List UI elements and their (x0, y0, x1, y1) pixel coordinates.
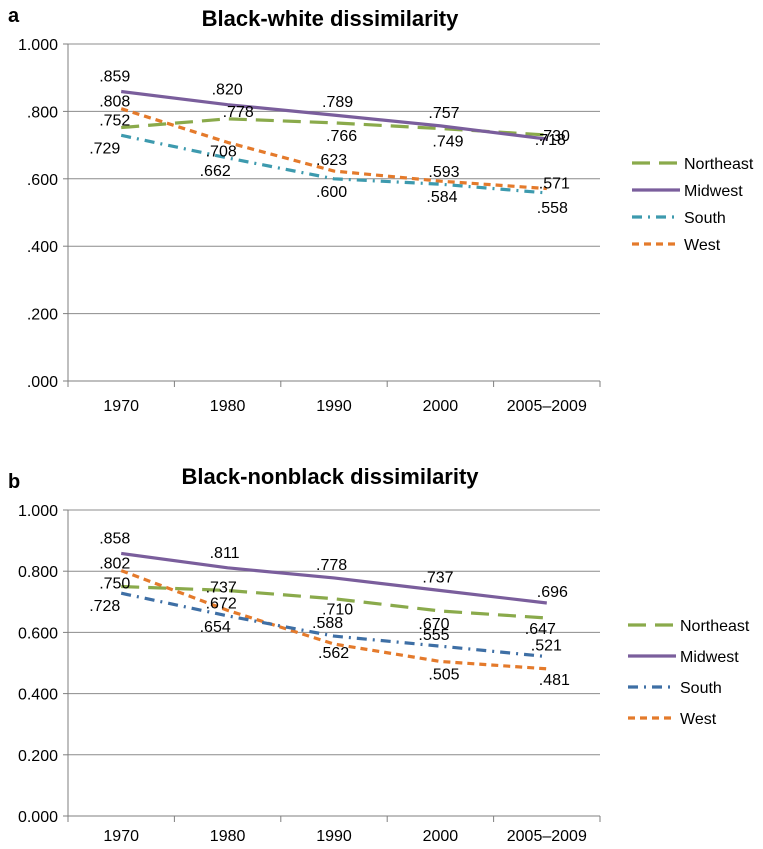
series-line-midwest (121, 89, 547, 141)
data-label-midwest: .696 (537, 584, 568, 601)
data-label-midwest: .778 (316, 557, 347, 574)
legend-label-south: South (684, 210, 726, 227)
data-label-south: .662 (200, 163, 231, 180)
data-label-northeast: .737 (206, 579, 237, 596)
chart-title: Black-white dissimilarity (202, 6, 460, 31)
data-label-south: .555 (418, 627, 449, 644)
data-label-northeast: .752 (99, 113, 130, 130)
data-label-south: .521 (531, 638, 562, 655)
data-label-west: .593 (428, 164, 459, 181)
data-label-northeast: .647 (525, 621, 556, 638)
y-tick-label: .600 (27, 172, 58, 189)
data-label-midwest: .789 (322, 94, 353, 111)
y-tick-label: 1.000 (18, 503, 58, 520)
series-line-west (120, 107, 547, 191)
data-label-northeast: .670 (418, 616, 449, 633)
y-tick-label: 1.000 (18, 37, 58, 54)
y-tick-label: .800 (27, 104, 58, 121)
data-label-south: .728 (89, 598, 120, 615)
data-label-midwest: .859 (99, 69, 130, 86)
x-tick-label: 1990 (316, 398, 352, 415)
chart-panel-b: b Black-nonblack dissimilarity 0.000 0.20… (8, 464, 750, 845)
legend-label-northeast: Northeast (680, 618, 750, 635)
data-label-west: .708 (206, 143, 237, 160)
data-label-south: .654 (200, 619, 231, 636)
data-label-midwest: .718 (535, 132, 566, 149)
legend-label-west: West (684, 237, 721, 254)
data-label-northeast: .710 (322, 602, 353, 619)
legend-label-northeast: Northeast (684, 156, 754, 173)
x-tick-label: 2005–2009 (507, 398, 587, 415)
data-label-west: .571 (539, 176, 570, 193)
data-label-midwest: .737 (422, 569, 453, 586)
y-tick-label: .200 (27, 307, 58, 324)
panel-letter: b (8, 471, 20, 493)
y-tick-label: 0.800 (18, 564, 58, 581)
y-tick-label: 0.200 (18, 748, 58, 765)
y-tick-label: 0.400 (18, 687, 58, 704)
data-label-south: .600 (316, 184, 347, 201)
data-label-west: .562 (318, 645, 349, 662)
data-label-northeast: .766 (326, 128, 357, 145)
x-tick-label: 1990 (316, 828, 352, 845)
data-label-northeast: .778 (223, 104, 254, 121)
x-tick-label: 1970 (103, 828, 139, 845)
legend-label-midwest: Midwest (680, 649, 739, 666)
y-tick-label: .000 (27, 374, 58, 391)
series-line-west (120, 569, 547, 671)
y-tick-label: 0.000 (18, 809, 58, 826)
data-label-west: .481 (539, 672, 570, 689)
legend-label-west: West (680, 711, 717, 728)
data-label-northeast: .730 (539, 128, 570, 145)
series-line-south (120, 591, 547, 659)
x-tick-label: 2005–2009 (507, 828, 587, 845)
y-tick-label: .400 (27, 239, 58, 256)
legend-label-south: South (680, 680, 722, 697)
data-label-west: .808 (99, 94, 130, 111)
data-label-west: .623 (316, 152, 347, 169)
panel-letter: a (8, 5, 20, 27)
series-line-midwest (120, 551, 547, 605)
x-tick-label: 2000 (423, 398, 459, 415)
data-label-midwest: .811 (210, 545, 240, 562)
data-label-northeast: .749 (432, 134, 463, 151)
data-label-south: .584 (426, 189, 457, 206)
x-tick-label: 1980 (210, 828, 246, 845)
data-label-south: .588 (312, 615, 343, 632)
series-line-northeast (121, 584, 547, 620)
y-tick-label: 0.600 (18, 625, 58, 642)
x-tick-label: 1980 (210, 398, 246, 415)
chart-title: Black-nonblack dissimilarity (181, 464, 479, 489)
chart-panel-a: a Black-white dissimilarity .000 .200 .400… (8, 5, 754, 415)
data-label-west: .802 (99, 556, 130, 573)
data-label-south: .558 (537, 200, 568, 217)
data-label-west: .672 (206, 595, 237, 612)
data-label-west: .505 (428, 666, 459, 683)
x-tick-label: 1970 (103, 398, 139, 415)
x-tick-label: 2000 (423, 828, 459, 845)
legend-label-midwest: Midwest (684, 183, 743, 200)
data-label-midwest: .858 (99, 530, 130, 547)
data-label-south: .729 (89, 140, 120, 157)
data-label-midwest: .757 (428, 105, 459, 122)
data-label-northeast: .750 (99, 576, 130, 593)
series-line-south (120, 133, 547, 195)
data-label-midwest: .820 (212, 82, 243, 99)
